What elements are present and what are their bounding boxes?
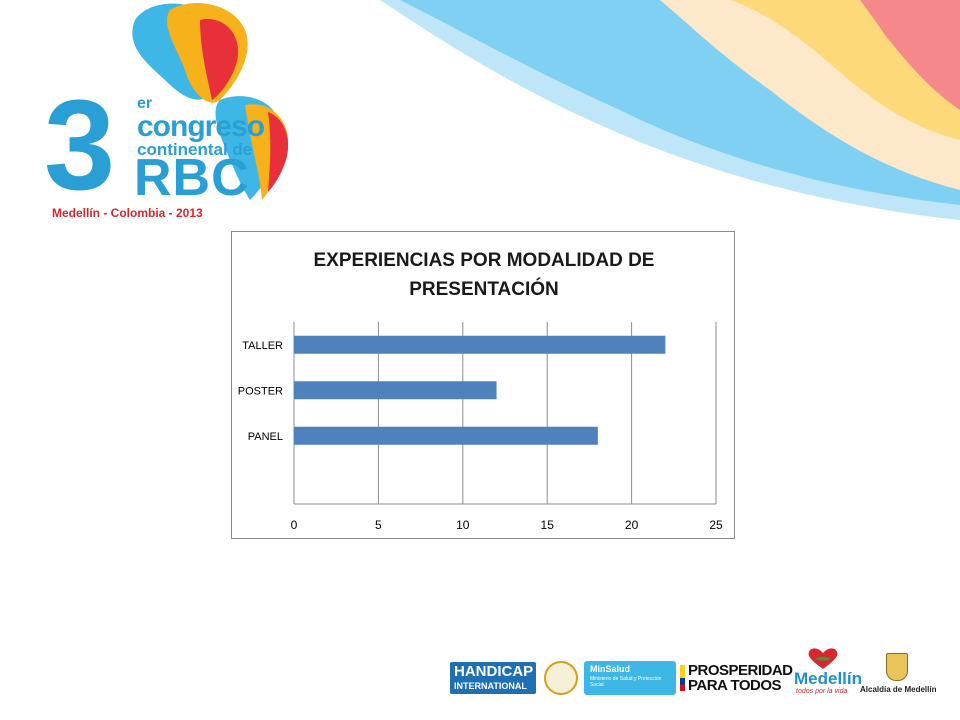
logo-location-year: Medellín - Colombia - 2013	[52, 206, 203, 220]
x-tick-label: 5	[375, 518, 382, 532]
prosperidad-line2: PARA TODOS	[688, 677, 782, 694]
sponsor-logos: HANDICAP INTERNATIONAL MinSalud Minister…	[440, 645, 940, 705]
prosperidad-logo: PROSPERIDAD PARA TODOS	[688, 663, 793, 693]
x-tick-label: 10	[456, 518, 470, 532]
logo-line-congreso: congreso	[137, 110, 265, 143]
chart-frame: EXPERIENCIAS POR MODALIDAD DE PRESENTACI…	[231, 231, 735, 539]
x-tick-label: 20	[625, 518, 639, 532]
handicap-international-logo: HANDICAP INTERNATIONAL	[450, 662, 536, 694]
congress-logo: 3 er congreso continental de RBC Medellí…	[40, 0, 300, 225]
prosperidad-line1: PROSPERIDAD	[688, 662, 793, 679]
medellin-logo-word: Medellín	[794, 669, 863, 688]
y-category-label: TALLER	[242, 340, 283, 352]
minsalud-name: MinSalud	[590, 664, 630, 674]
wave-coral	[860, 0, 960, 110]
bar-panel	[294, 426, 598, 445]
alcaldia-logo-text: Alcaldía de Medellín	[860, 685, 937, 694]
balloon-graphic	[132, 2, 289, 200]
x-tick-label: 25	[709, 518, 723, 532]
logo-number: 3	[44, 74, 116, 217]
header-wave-banner	[380, 0, 960, 220]
medellin-heart-icon	[808, 648, 838, 669]
chart-title-line-2: PRESENTACIÓN	[409, 279, 559, 300]
bar-poster	[294, 381, 497, 400]
logo-acronym: RBC	[134, 149, 250, 207]
handicap-logo-line2: INTERNATIONAL	[454, 681, 527, 691]
medellin-logo-tagline: todos por la vida	[796, 688, 848, 695]
logo-line-continental: continental de	[137, 140, 253, 159]
alcaldia-shield-icon	[886, 653, 908, 681]
bar-taller	[294, 335, 666, 354]
chart-title-line-1: EXPERIENCIAS POR MODALIDAD DE	[313, 250, 655, 271]
y-category-label: POSTER	[238, 385, 283, 397]
logo-superscript: er	[137, 95, 153, 112]
colombia-flag-icon	[680, 665, 685, 691]
handicap-logo-line1: HANDICAP	[454, 663, 534, 680]
bar-chart: 0 5 10 15 20 25 TALLER POSTER PANEL	[238, 322, 723, 532]
minsalud-logo: MinSalud Ministerio de Salud y Protecció…	[584, 661, 676, 695]
y-category-label: PANEL	[248, 431, 283, 443]
colombia-seal-icon	[544, 661, 578, 695]
chart-title: EXPERIENCIAS POR MODALIDAD DE PRESENTACI…	[232, 246, 736, 304]
minsalud-subtitle: Ministerio de Salud y Protección Social	[590, 676, 662, 688]
x-tick-label: 0	[291, 518, 298, 532]
x-tick-label: 15	[541, 518, 555, 532]
